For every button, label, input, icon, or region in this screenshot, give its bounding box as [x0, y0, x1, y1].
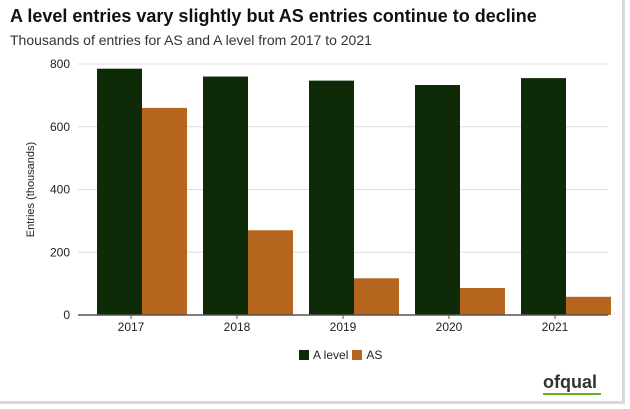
- legend-swatch-a-level: [299, 350, 309, 360]
- legend-item-a-level: A level: [299, 348, 348, 362]
- ofqual-logo-underline: [543, 393, 601, 395]
- x-tick-label: 2021: [542, 320, 569, 334]
- bar-a-level-2021: [521, 78, 566, 316]
- bar-as-2019: [354, 278, 399, 315]
- y-tick-label: 200: [50, 245, 70, 259]
- y-tick-label: 600: [50, 120, 70, 134]
- bar-a-level-2019: [309, 80, 354, 315]
- chart-title: A level entries vary slightly but AS ent…: [10, 6, 537, 26]
- bar-as-2017: [142, 107, 187, 315]
- axis-labels: 0 200 400 600 800 2017 2018 2019 2020 2021 Entries…: [25, 57, 569, 334]
- legend-label-as: AS: [366, 348, 383, 362]
- legend-swatch-as: [352, 350, 363, 360]
- axes: [78, 314, 608, 319]
- y-tick-label: 0: [63, 308, 70, 322]
- bar-a-level-2018: [203, 76, 248, 315]
- y-axis-title: Entries (thousands): [25, 142, 37, 237]
- bar-a-level-2020: [415, 85, 460, 316]
- x-tick-label: 2017: [118, 320, 145, 334]
- y-tick-label: 800: [50, 57, 70, 71]
- chart-frame: [0, 0, 625, 404]
- legend-label-a-level: A level: [313, 348, 349, 362]
- bar-as-2018: [248, 230, 293, 315]
- bar-a-level-2017: [97, 68, 142, 315]
- legend: A level AS: [299, 348, 386, 362]
- bar-as-2021: [566, 296, 611, 315]
- ofqual-logo: ofqual: [543, 372, 597, 392]
- bar-as-2020: [460, 288, 505, 315]
- legend-item-as: AS: [352, 348, 382, 362]
- x-tick-label: 2020: [436, 320, 463, 334]
- x-tick-label: 2019: [330, 320, 357, 334]
- x-tick-label: 2018: [224, 320, 251, 334]
- chart-subtitle: Thousands of entries for AS and A level …: [10, 32, 372, 48]
- bars: [97, 68, 611, 316]
- y-tick-label: 400: [50, 183, 70, 197]
